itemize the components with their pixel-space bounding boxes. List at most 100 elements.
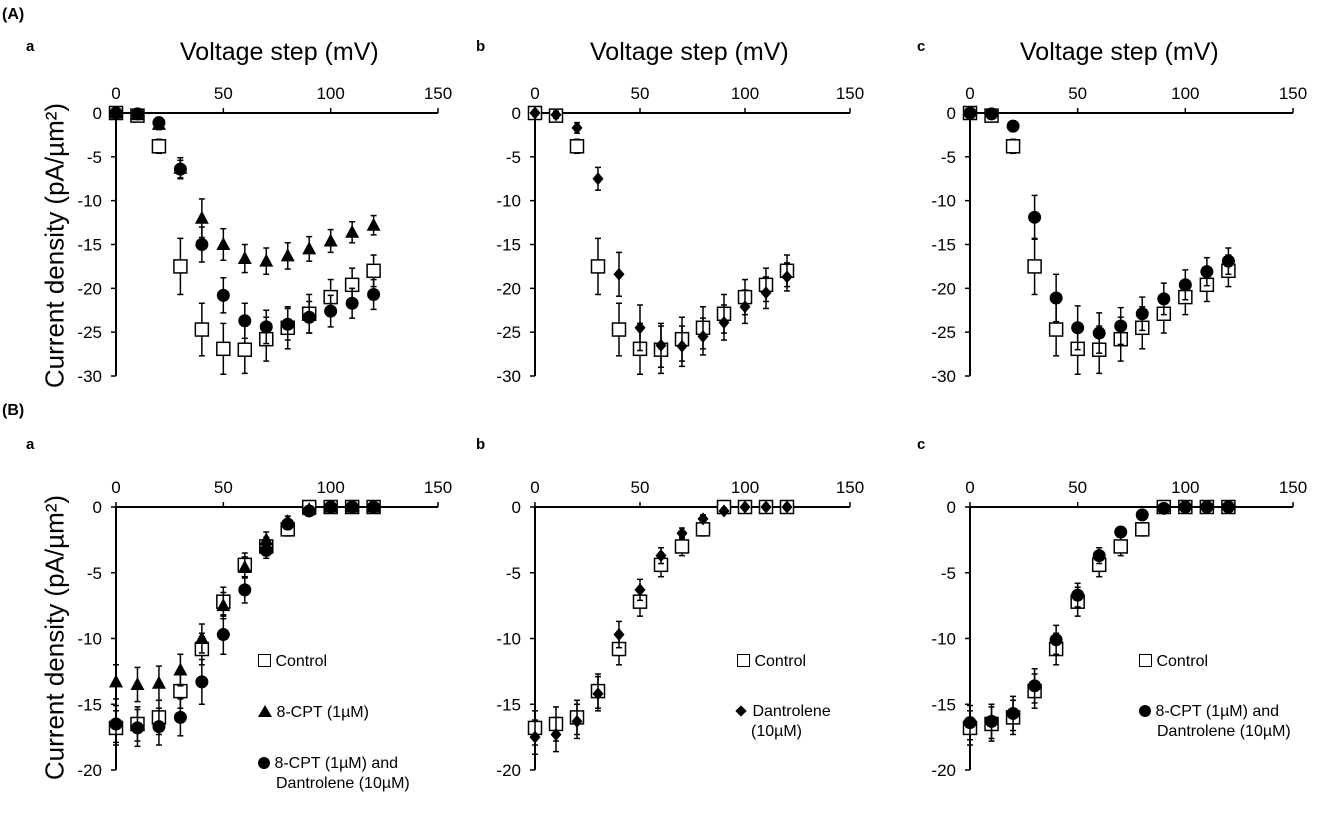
y-tick-label: -15 [496, 695, 521, 714]
data-point-combo [324, 304, 338, 318]
y-tick-label: -30 [77, 367, 102, 386]
y-tick-label: -20 [77, 761, 102, 780]
y-tick-label: 0 [947, 498, 956, 517]
data-point-combo [963, 106, 977, 120]
data-point-combo [130, 107, 144, 121]
data-point-combo [238, 583, 252, 597]
data-point-combo [1221, 500, 1235, 514]
data-point-combo [963, 716, 977, 730]
data-point-combo [259, 320, 273, 334]
data-point-dantrolene [760, 286, 772, 300]
data-point-cpt [302, 241, 317, 255]
data-point-combo [1200, 500, 1214, 514]
data-point-combo [195, 675, 209, 689]
y-tick-label: -20 [496, 761, 521, 780]
y-tick-label: -30 [931, 367, 956, 386]
data-point-dantrolene [718, 504, 730, 518]
data-point-combo [302, 504, 316, 518]
data-point-cpt [151, 675, 166, 689]
data-point-combo [152, 116, 166, 130]
y-tick-label: -5 [87, 564, 102, 583]
data-point-dantrolene [529, 106, 541, 120]
data-point-combo [1092, 326, 1106, 340]
y-tick-label: -20 [931, 279, 956, 298]
legend-label: Control [275, 653, 328, 670]
data-point-combo [216, 628, 230, 642]
x-tick-label: 150 [1279, 478, 1307, 497]
data-point-combo [367, 287, 381, 301]
data-point-dantrolene [634, 583, 646, 597]
legend-label: 8-CPT (1µM) [276, 704, 369, 721]
data-point-dantrolene [592, 172, 604, 186]
legend-control-row: Control [737, 652, 806, 672]
data-point-dantrolene [676, 339, 688, 353]
data-point-combo [345, 500, 359, 514]
data-point-control [151, 139, 167, 154]
data-point-combo [345, 296, 359, 310]
data-point-dantrolene [655, 338, 667, 352]
data-point-combo [302, 310, 316, 324]
data-point-dantrolene [550, 108, 562, 122]
data-point-dantrolene [697, 330, 709, 344]
y-tick-label: 0 [93, 498, 102, 517]
data-point-combo [1178, 500, 1192, 514]
legend-combo-row: 8-CPT (1µM) and [258, 754, 398, 774]
data-point-combo [1092, 549, 1106, 563]
legend-Ba: Control 8-CPT (1µM) 8-CPT (1µM) and Dant… [258, 652, 458, 832]
legend-control-row: Control [1139, 652, 1208, 672]
x-tick-label: 100 [316, 84, 344, 103]
data-point-cpt [194, 631, 209, 644]
data-point-combo [1221, 254, 1235, 268]
data-point-cpt [109, 674, 123, 688]
x-tick-label: 100 [1171, 478, 1199, 497]
y-tick-label: -25 [496, 323, 521, 342]
data-point-combo [152, 720, 166, 734]
open-square-icon [1139, 654, 1152, 667]
subplot-label-Aa: a [26, 38, 35, 55]
y-tick-label: -5 [941, 148, 956, 167]
filled-triangle-icon [258, 705, 272, 717]
y-tick-label: -15 [931, 236, 956, 255]
legend-cpt-row: 8-CPT (1µM) [258, 703, 369, 723]
data-point-combo [281, 317, 295, 331]
data-point-combo [1200, 265, 1214, 279]
data-point-control [611, 322, 627, 337]
legend-combo-row-2: Dantrolene (10µM) [1157, 722, 1291, 742]
x-tick-label: 100 [1171, 84, 1199, 103]
data-point-control [569, 139, 585, 154]
data-point-combo [109, 717, 123, 731]
panel-label-a-row: (A) [2, 6, 25, 23]
filled-circle-icon [258, 757, 270, 769]
y-tick-label: -15 [496, 236, 521, 255]
legend-Bb: Control Dantrolene (10µM) [735, 652, 887, 742]
x-tick-label: 100 [316, 478, 344, 497]
legend-label: Dantrolene (10µM) [1157, 723, 1291, 740]
data-point-combo [173, 162, 187, 176]
y-tick-label: 0 [512, 498, 521, 517]
data-point-combo [109, 106, 123, 120]
y-tick-label: -10 [77, 630, 102, 649]
y-tick-label: -20 [496, 279, 521, 298]
y-tick-label: -10 [496, 630, 521, 649]
data-point-combo [1006, 706, 1020, 720]
legend-dantrolene-row: Dantrolene [735, 702, 831, 722]
data-point-combo [324, 500, 338, 514]
data-point-combo [985, 714, 999, 728]
data-point-dantrolene [676, 526, 688, 540]
data-point-dantrolene [613, 628, 625, 642]
data-point-dantrolene [739, 500, 751, 514]
y-tick-label: -5 [506, 564, 521, 583]
x-tick-label: 0 [965, 84, 974, 103]
x-tick-label: 150 [836, 478, 864, 497]
data-point-combo [1135, 307, 1149, 321]
data-point-combo [985, 107, 999, 121]
x-tick-label: 150 [424, 84, 452, 103]
legend-label: Dantrolene (10µM) [276, 775, 410, 792]
y-tick-label: -15 [931, 695, 956, 714]
legend-dantrolene-row-2: (10µM) [751, 722, 802, 742]
data-point-combo [1071, 588, 1085, 602]
data-point-dantrolene [613, 267, 625, 281]
data-point-cpt [259, 253, 274, 267]
data-point-cpt [280, 248, 295, 262]
